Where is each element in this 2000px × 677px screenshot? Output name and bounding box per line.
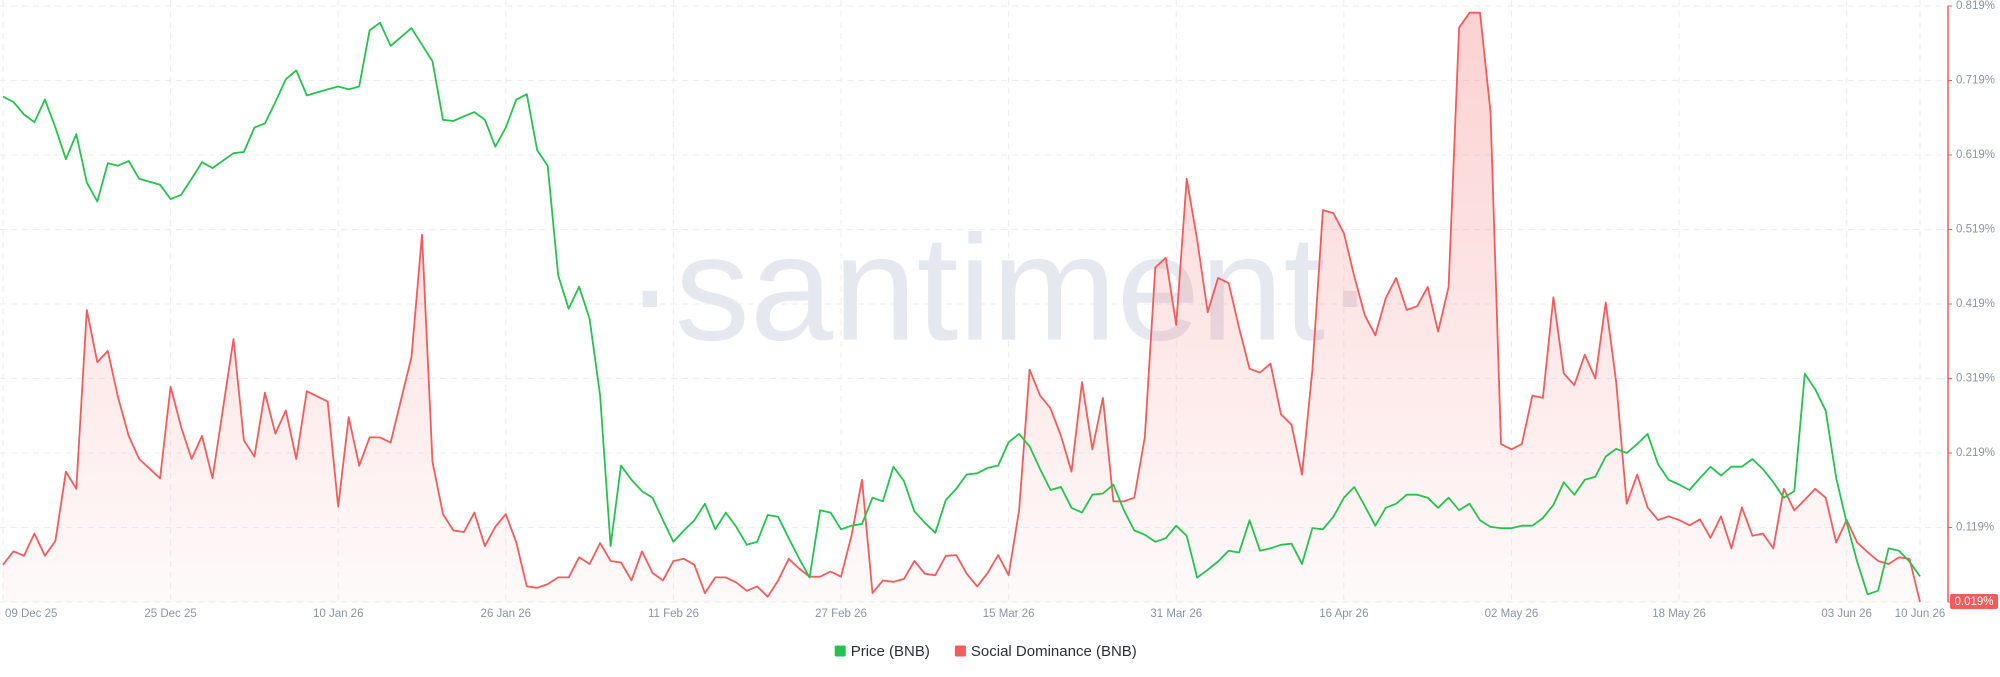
watermark: ·santiment· [625, 204, 1375, 372]
legend-label: Social Dominance (BNB) [971, 643, 1137, 660]
x-tick-label: 10 Jan 26 [313, 608, 364, 620]
y-tick-label: 0.519% [1956, 224, 1995, 236]
current-value-badge [1950, 594, 1998, 609]
plot-area [2, 11, 1921, 603]
x-tick-label: 02 May 26 [1485, 608, 1539, 620]
area-fill [3, 12, 1920, 602]
legend: Price (BNB) Social Dominance (BNB) [834, 643, 1137, 660]
x-tick-label: 26 Jan 26 [481, 608, 532, 620]
y-tick-label: 0.019% [1954, 596, 1993, 608]
series-line [2, 11, 1921, 603]
y-tick-label: 0.819% [1956, 0, 1995, 12]
x-tick-label: 18 May 26 [1652, 608, 1706, 620]
y-tick-label: 0.419% [1956, 298, 1995, 310]
y-tick-label: 0.319% [1956, 373, 1995, 385]
legend-label: Price (BNB) [851, 643, 930, 660]
x-tick-label: 16 Apr 26 [1319, 608, 1368, 620]
axes: 09 Dec 25 25 Dec 25 10 Jan 26 26 Jan 26 11 F… [5, 0, 1998, 620]
x-tick-label: 25 Dec 25 [144, 608, 196, 620]
x-tick-label: 10 Jun 26 [1895, 608, 1946, 620]
x-tick-label: 15 Mar 26 [983, 608, 1035, 620]
series-line [2, 21, 1921, 596]
y-tick-label: 0.719% [1956, 75, 1995, 87]
y-tick-label: 0.119% [1956, 522, 1994, 534]
x-tick-label: 31 Mar 26 [1150, 608, 1202, 620]
legend-swatch [954, 645, 966, 657]
x-tick-label: 09 Dec 25 [5, 608, 57, 620]
y-tick-label: 0.219% [1956, 447, 1995, 459]
y-tick-label: 0.619% [1956, 149, 1995, 161]
x-tick-label: 03 Jun 26 [1821, 608, 1872, 620]
x-tick-label: 11 Feb 26 [648, 608, 699, 620]
legend-swatch [834, 645, 846, 657]
x-tick-label: 27 Feb 26 [815, 608, 867, 620]
